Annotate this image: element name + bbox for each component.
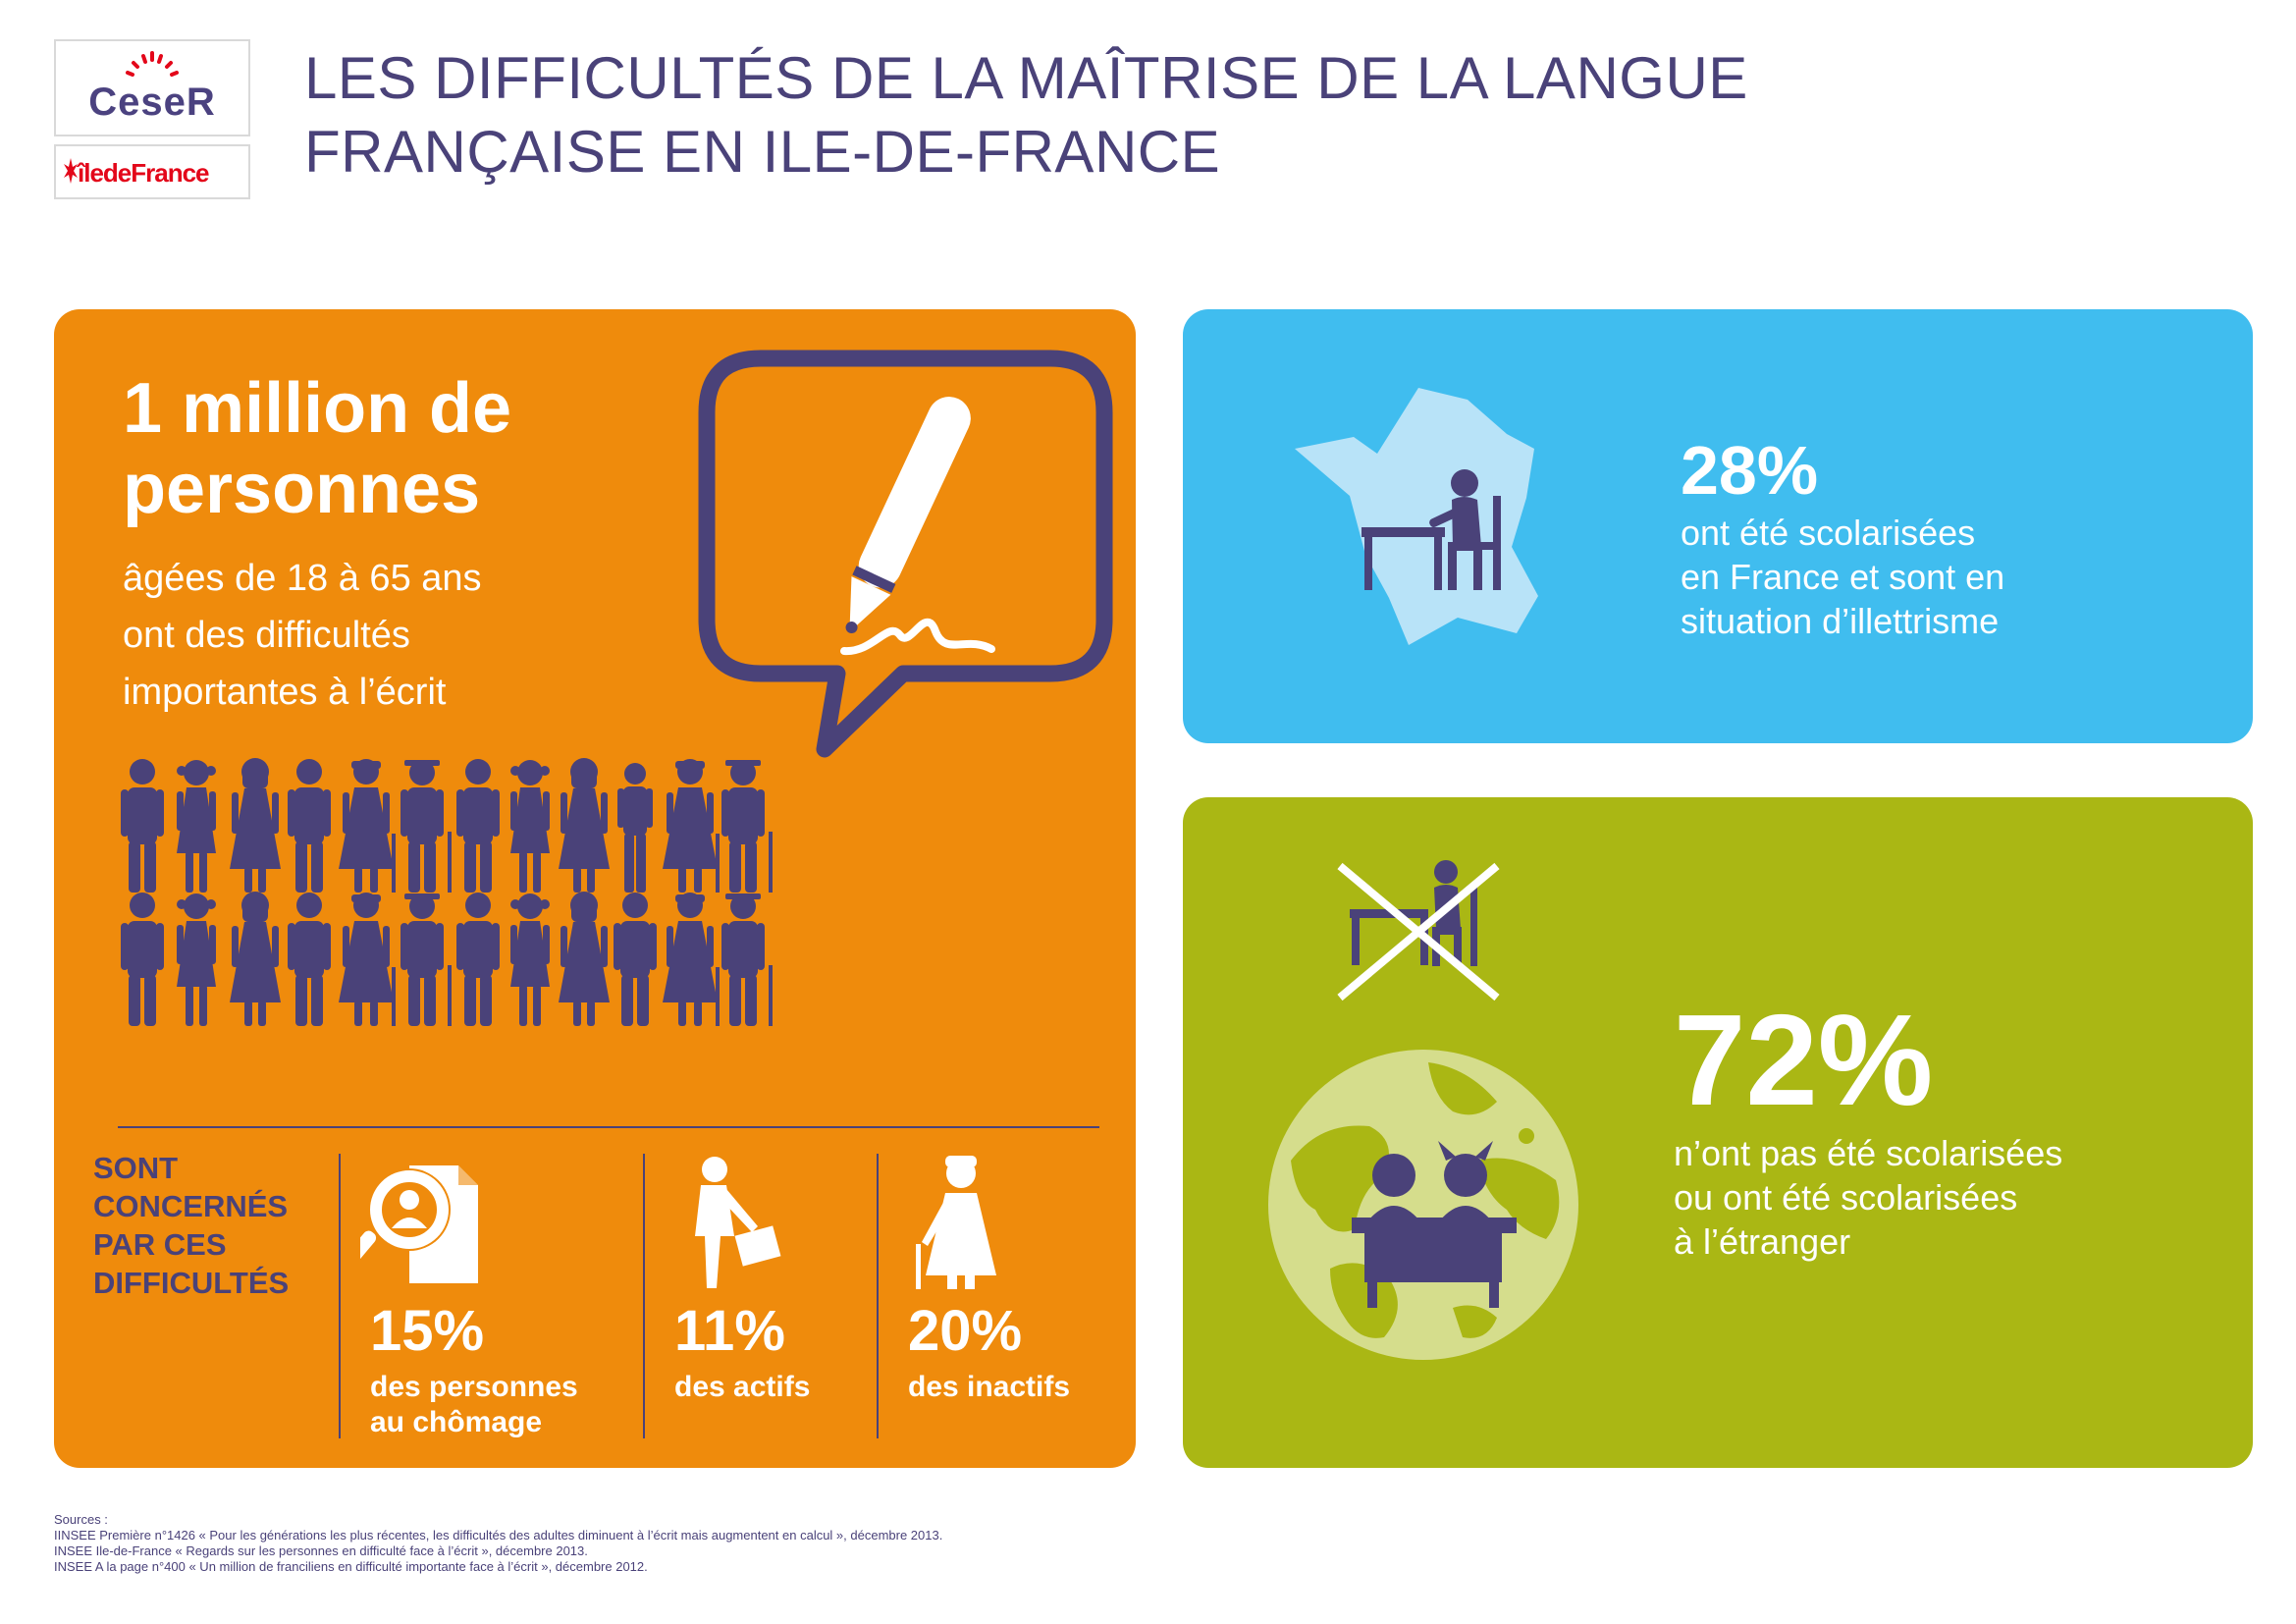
source-line-3: INSEE A la page n°400 « Un million de fr… [54,1559,648,1574]
subtext-line-2: ont des difficultés [123,615,410,656]
headline-line-2: personnes [123,450,481,528]
subtext-line-3: importantes à l’écrit [123,672,447,713]
concerned-line-3: PAR CES [93,1227,227,1262]
not-schooled-in-france-panel: 72% n’ont pas été scolarisées ou ont été… [1183,797,2253,1468]
elderly-woman-icon [916,1156,996,1289]
concerned-label: SONT CONCERNÉS PAR CES DIFFICULTÉS [93,1149,289,1302]
green-line-2: ou ont été scolarisées [1674,1177,2018,1218]
schooled-in-france-panel: 28% ont été scolarisées en France et son… [1183,309,2253,743]
page-title: LES DIFFICULTÉS DE LA MAÎTRISE DE LA LAN… [304,41,1748,189]
sources-heading: Sources : [54,1512,108,1527]
headline-line-1: 1 million de [123,369,512,448]
headline: 1 million de personnes [123,368,511,529]
ile-de-france-logo-text: îledeFrance [78,158,210,188]
stat-unemployed-value: 15% [370,1299,485,1363]
headline-subtext: âgées de 18 à 65 ans ont des difficultés… [123,550,482,721]
stat-active-label: des actifs [674,1371,811,1403]
sources: Sources : IINSEE Première n°1426 « Pour … [54,1512,942,1575]
green-stat-description: n’ont pas été scolarisées ou ont été sco… [1674,1131,2062,1264]
stat-active-value: 11% [674,1299,785,1363]
ceser-logo-text: CeseR [88,81,216,124]
section-divider [118,1126,1099,1128]
green-stat-value: 72% [1674,988,1934,1132]
blue-stat-description: ont été scolarisées en France et sont en… [1681,511,2004,643]
source-line-1: IINSEE Première n°1426 « Pour les généra… [54,1528,943,1543]
source-line-2: INSEE Ile-de-France « Regards sur les pe… [54,1543,588,1558]
concerned-line-2: CONCERNÉS [93,1189,289,1223]
subtext-line-1: âgées de 18 à 65 ans [123,558,482,599]
france-map-student-icon [1295,388,1538,645]
stat-divider-2 [643,1154,645,1438]
title-line-2: FRANÇAISE EN ILE-DE-FRANCE [304,119,1221,185]
blue-line-2: en France et sont en [1681,557,2005,597]
illiteracy-main-panel: 1 million de personnes âgées de 18 à 65 … [54,309,1136,1468]
concerned-line-1: SONT [93,1151,179,1185]
star-icon [64,158,78,184]
blue-line-1: ont été scolarisées [1681,513,1976,553]
title-line-1: LES DIFFICULTÉS DE LA MAÎTRISE DE LA LAN… [304,45,1748,111]
magnifier-person-icon [360,1165,478,1283]
concerned-line-4: DIFFICULTÉS [93,1266,290,1300]
sun-rays-icon [126,51,179,77]
green-line-3: à l’étranger [1674,1221,1851,1262]
speech-bubble-pen-icon [698,350,1113,758]
stat-unemployed-label-line-2: au chômage [370,1406,543,1438]
crossed-desk-icon [1337,860,1500,1001]
stat-inactive-value: 20% [908,1299,1023,1363]
stat-unemployed-label-line-1: des personnes [370,1371,578,1403]
blue-line-3: situation d’illettrisme [1681,601,2000,641]
worker-briefcase-icon [695,1157,781,1288]
people-figures [121,758,773,1026]
blue-stat-value: 28% [1681,432,1819,509]
stat-divider-1 [339,1154,341,1438]
stat-unemployed-label: des personnes au chômage [370,1370,578,1440]
green-line-1: n’ont pas été scolarisées [1674,1133,2063,1173]
ile-de-france-logo: îledeFrance [54,144,250,199]
globe-students-icon [1268,1050,1578,1360]
stat-inactive-label: des inactifs [908,1371,1071,1403]
stat-divider-3 [877,1154,879,1438]
ceser-logo: CeseR [54,39,250,136]
